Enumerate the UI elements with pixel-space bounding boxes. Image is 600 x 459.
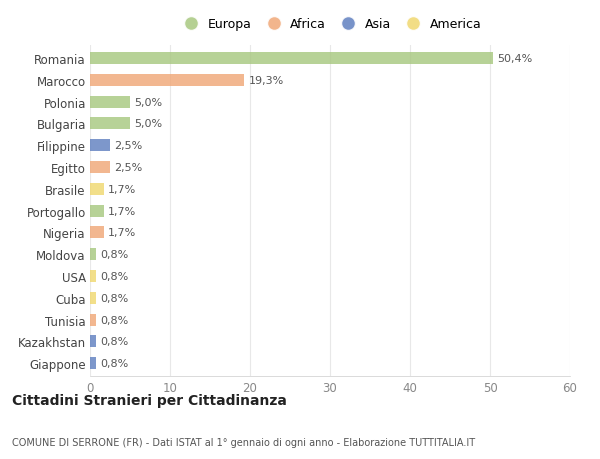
Bar [90,53,493,65]
Text: 0,8%: 0,8% [100,271,128,281]
Text: 0,8%: 0,8% [100,358,128,368]
Bar [90,292,97,304]
Bar [90,118,130,130]
Text: 5,0%: 5,0% [134,97,162,107]
Legend: Europa, Africa, Asia, America: Europa, Africa, Asia, America [173,13,487,36]
Bar [90,162,110,174]
Bar [90,227,104,239]
Text: 2,5%: 2,5% [114,162,142,173]
Text: 1,7%: 1,7% [107,228,136,238]
Bar [90,336,97,347]
Bar [90,205,104,217]
Bar [90,358,97,369]
Bar [90,75,244,87]
Text: 0,8%: 0,8% [100,293,128,303]
Text: Cittadini Stranieri per Cittadinanza: Cittadini Stranieri per Cittadinanza [12,393,287,407]
Text: 1,7%: 1,7% [107,185,136,195]
Bar [90,184,104,196]
Text: 19,3%: 19,3% [248,76,284,86]
Bar [90,314,97,326]
Text: 5,0%: 5,0% [134,119,162,129]
Text: 0,8%: 0,8% [100,250,128,260]
Text: 1,7%: 1,7% [107,206,136,216]
Text: 0,8%: 0,8% [100,336,128,347]
Bar [90,96,130,108]
Text: 0,8%: 0,8% [100,315,128,325]
Text: COMUNE DI SERRONE (FR) - Dati ISTAT al 1° gennaio di ogni anno - Elaborazione TU: COMUNE DI SERRONE (FR) - Dati ISTAT al 1… [12,437,475,447]
Bar [90,249,97,261]
Bar [90,270,97,282]
Text: 2,5%: 2,5% [114,141,142,151]
Text: 50,4%: 50,4% [497,54,532,64]
Bar [90,140,110,152]
